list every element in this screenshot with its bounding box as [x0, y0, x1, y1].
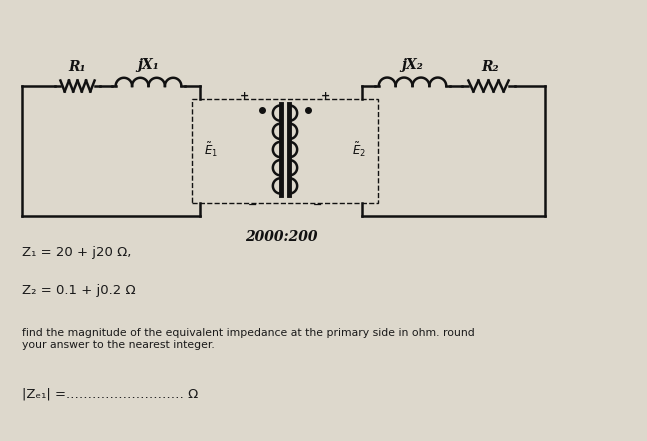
Text: +: +: [321, 91, 330, 101]
Text: |Zₑ₁| =.‥‥‥‥‥‥‥‥‥‥‥‥‥ Ω: |Zₑ₁| =.‥‥‥‥‥‥‥‥‥‥‥‥‥ Ω: [22, 388, 198, 401]
Text: R₂: R₂: [481, 60, 499, 74]
Text: 2000:200: 2000:200: [245, 230, 317, 244]
Text: Z₁ = 20 + j20 Ω,: Z₁ = 20 + j20 Ω,: [22, 246, 131, 259]
Text: jX₂: jX₂: [401, 58, 423, 72]
Bar: [192, 99, 378, 203]
Text: Z₂ = 0.1 + j0.2 Ω: Z₂ = 0.1 + j0.2 Ω: [22, 284, 136, 297]
Text: find the magnitude of the equivalent impedance at the primary side in ohm. round: find the magnitude of the equivalent imp…: [22, 328, 475, 350]
Text: $\tilde{E}_1$: $\tilde{E}_1$: [204, 140, 218, 159]
Text: jX₁: jX₁: [137, 58, 159, 72]
Text: −: −: [248, 200, 258, 210]
Text: R₁: R₁: [68, 60, 86, 74]
Text: −: −: [313, 200, 322, 210]
Text: +: +: [240, 91, 249, 101]
Text: $\tilde{E}_2$: $\tilde{E}_2$: [352, 140, 366, 159]
